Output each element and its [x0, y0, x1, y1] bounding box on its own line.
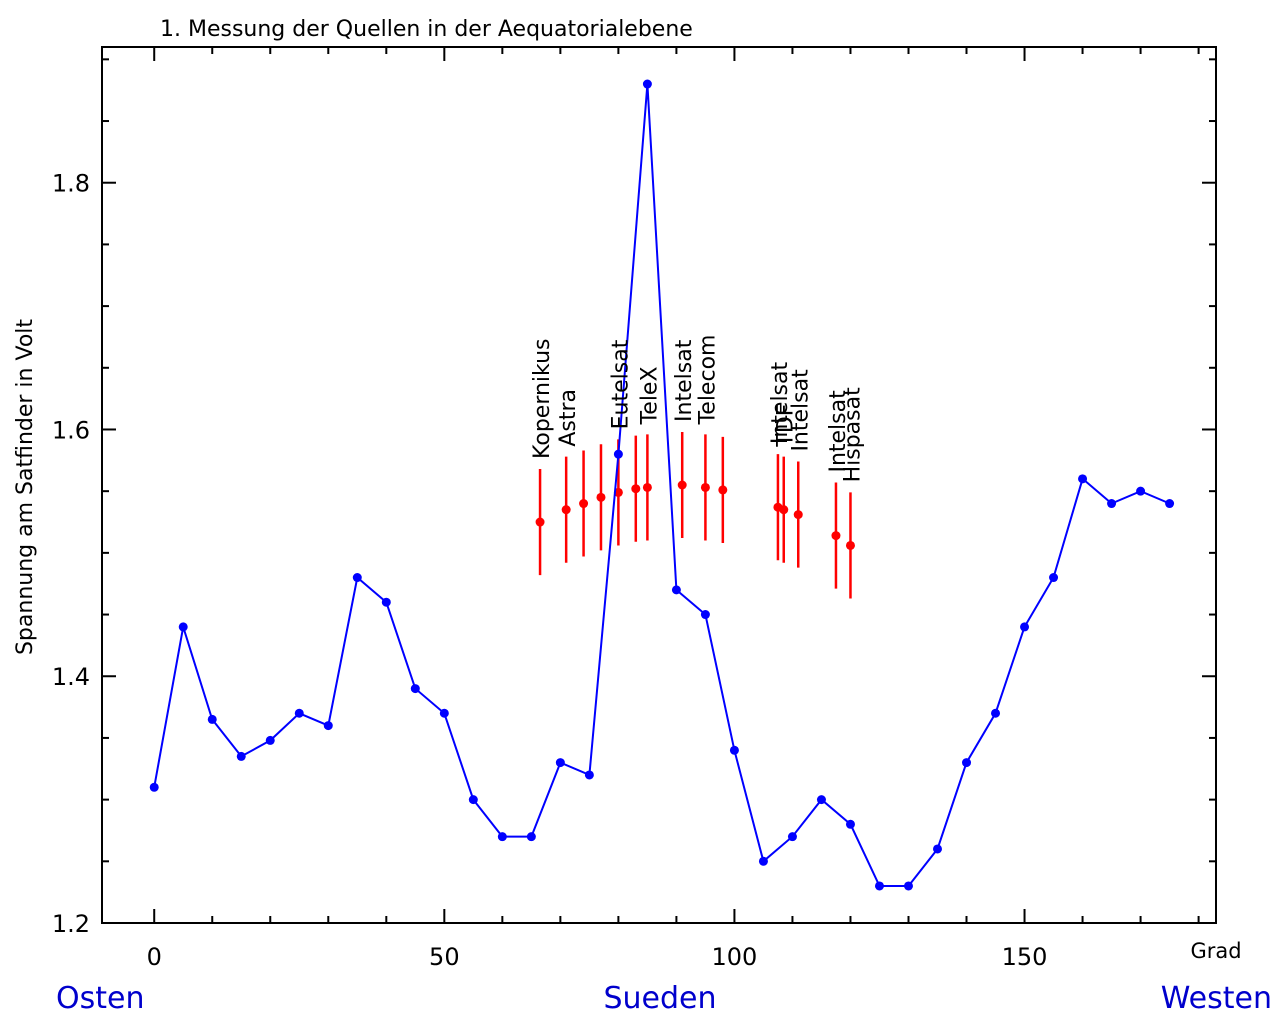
measurement-point: [729, 745, 739, 755]
measurement-point: [149, 782, 159, 792]
measurement-point: [845, 819, 855, 829]
y-tick-label: 1.8: [52, 170, 90, 198]
measurement-point: [323, 721, 333, 731]
measurement-point: [642, 79, 652, 89]
measurement-point: [265, 735, 275, 745]
x-tick-label: 100: [712, 943, 758, 971]
satellite-label: Kopernikus: [530, 338, 555, 458]
measurement-point: [700, 610, 710, 620]
satellite-point: [779, 505, 789, 515]
satellite-point: [642, 482, 652, 492]
measurement-point: [613, 449, 623, 459]
x-tick-label: 0: [147, 943, 162, 971]
measurement-point: [352, 573, 362, 583]
measurement-point: [787, 832, 797, 842]
y-axis-ticks: 1.2 1.4 1.6 1.8: [52, 58, 1216, 938]
direction-label-east: Osten: [56, 981, 144, 1016]
measurement-line: [153, 83, 1170, 887]
measurement-point: [381, 597, 391, 607]
satellite-label: Eutelsat: [608, 339, 633, 429]
plot-frame: [101, 46, 1217, 924]
measurement-point: [497, 832, 507, 842]
x-tick-label: 150: [1002, 943, 1048, 971]
y-tick-label: 1.6: [52, 416, 90, 444]
measurement-point: [410, 684, 420, 694]
satellite-label: TDF: [774, 404, 799, 448]
measurement-point: [816, 795, 826, 805]
measurement-series: [149, 79, 1175, 891]
y-tick-label: 1.2: [52, 910, 90, 938]
measurement-point: [991, 708, 1001, 718]
direction-label-west: Westen: [1161, 981, 1272, 1016]
y-axis-label: Spannung am Satfinder in Volt: [13, 319, 38, 655]
measurement-point: [439, 708, 449, 718]
satellite-label: Hispasat: [840, 387, 865, 483]
satellite-label: Intelsat: [768, 362, 793, 445]
measurement-point: [1165, 499, 1175, 509]
satellite-labels: Kopernikus Astra Eutelsat TeleX IntelsatTele…: [530, 335, 865, 483]
measurement-point: [1136, 486, 1146, 496]
satellite-point: [596, 492, 606, 502]
satellite-point: [561, 505, 571, 515]
satellite-point: [793, 510, 803, 520]
measurement-point: [236, 751, 246, 761]
measurement-point: [874, 881, 884, 891]
satellite-label: Intelsat: [788, 369, 813, 452]
x-tick-label: 50: [429, 943, 460, 971]
direction-label-south: Sueden: [603, 981, 716, 1016]
satellite-label: Telecom: [695, 335, 720, 426]
measurement-point: [555, 758, 565, 768]
satellite-label: Intelsat: [826, 390, 851, 473]
y-tick-label: 1.4: [52, 663, 90, 691]
satellite-markers: [535, 431, 855, 599]
satellite-point: [535, 517, 545, 527]
measurement-point: [933, 844, 942, 854]
measurement-point: [526, 832, 536, 842]
satellite-point: [700, 482, 710, 492]
measurement-point: [468, 795, 478, 805]
measurement-point: [584, 770, 594, 780]
satellite-point: [677, 480, 687, 490]
measurement-point: [1049, 573, 1059, 583]
measurement-point: [178, 622, 188, 632]
measurement-point: [962, 758, 972, 768]
measurement-point: [207, 714, 217, 724]
satellite-point: [845, 540, 855, 550]
satellite-point: [831, 531, 841, 541]
measurement-point: [1078, 474, 1088, 484]
satellite-label: TeleX: [637, 366, 662, 425]
x-axis-unit: Grad: [1190, 939, 1241, 963]
satellite-label: Astra: [556, 389, 581, 447]
satellite-point: [579, 499, 589, 509]
chart-title: 1. Messung der Quellen in der Aequatoria…: [160, 17, 693, 42]
x-axis-ticks: 0 50 100 150: [147, 47, 1200, 971]
satellite-label: Intelsat: [672, 339, 697, 422]
measurement-point: [671, 585, 681, 595]
measurement-point: [903, 881, 913, 891]
measurement-point: [758, 856, 768, 866]
measurement-point: [294, 708, 304, 718]
satellite-point: [631, 484, 641, 494]
measurement-point: [1107, 499, 1117, 509]
satellite-point: [718, 485, 728, 495]
measurement-point: [1020, 622, 1030, 632]
